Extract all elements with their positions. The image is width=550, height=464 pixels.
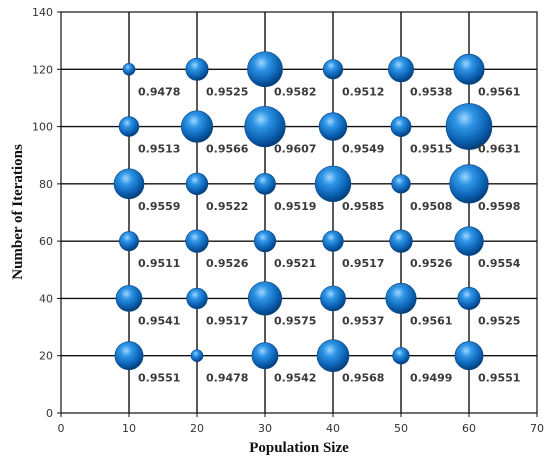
bubble-value-label: 0.9519 (274, 200, 316, 213)
bubble-value-label: 0.9508 (410, 200, 452, 213)
bubble-point (247, 281, 283, 316)
bubble-point (385, 282, 417, 314)
bubble-value-label: 0.9526 (410, 257, 453, 270)
bubble-value-label: 0.9561 (478, 85, 520, 98)
bubble-point (244, 105, 286, 148)
bubble-point (247, 51, 283, 88)
y-axis-ticks: 0 20 40 60 80 100 120 140 (32, 6, 61, 420)
bubble-value-label: 0.9549 (342, 143, 384, 156)
bubble-point (186, 287, 208, 310)
bubble-value-label: 0.9513 (138, 143, 180, 156)
x-tick-label: 10 (122, 422, 136, 435)
bubble-value-label: 0.9551 (478, 372, 520, 385)
bubbles (113, 51, 493, 373)
bubble-value-label: 0.9538 (410, 85, 452, 98)
y-tick-label: 120 (32, 63, 53, 76)
x-tick-label: 70 (530, 422, 544, 435)
bubble-value-label: 0.9582 (274, 85, 316, 98)
bubble-point (185, 229, 209, 253)
bubble-point (119, 231, 139, 252)
bubble-point (392, 347, 410, 365)
y-tick-label: 20 (39, 350, 53, 363)
bubble-point (122, 62, 136, 76)
bubble-value-label: 0.9585 (342, 200, 384, 213)
bubble-point (388, 56, 414, 83)
plot-frame (60, 11, 538, 414)
bubble-value-label: 0.9517 (342, 257, 384, 270)
bubble-point (453, 53, 485, 85)
bubble-value-label: 0.9499 (410, 372, 452, 385)
y-tick-label: 140 (32, 6, 53, 19)
bubble-point (185, 57, 209, 81)
bubble-point (254, 173, 276, 195)
bubble-point (251, 342, 279, 370)
bubble-value-label: 0.9542 (274, 372, 316, 385)
x-tick-label: 60 (462, 422, 476, 435)
bubble-point (457, 286, 481, 310)
bubble-point (454, 226, 484, 256)
bubble-point (316, 339, 350, 373)
bubble-value-label: 0.9521 (274, 257, 316, 270)
x-tick-label: 50 (394, 422, 408, 435)
bubble-value-label: 0.9517 (206, 314, 248, 327)
bubble-value-label: 0.9525 (478, 314, 520, 327)
x-tick-label: 30 (258, 422, 272, 435)
bubble-point (318, 112, 348, 141)
bubble-value-label: 0.9631 (478, 143, 520, 156)
bubble-value-label: 0.9554 (478, 257, 521, 270)
bubble-point (449, 164, 489, 204)
y-tick-label: 80 (39, 178, 53, 191)
y-tick-label: 0 (46, 407, 53, 420)
bubble-value-label: 0.9522 (206, 200, 248, 213)
bubble-point (389, 229, 413, 253)
bubble-value-label: 0.9598 (478, 200, 520, 213)
bubble-value-label: 0.9512 (342, 85, 384, 98)
y-tick-label: 40 (39, 292, 53, 305)
bubble-point (322, 230, 344, 252)
bubble-point (185, 172, 209, 196)
bubble-point (115, 285, 143, 312)
x-tick-label: 40 (326, 422, 340, 435)
bubble-value-label: 0.9575 (274, 314, 316, 327)
bubble-value-label: 0.9526 (206, 257, 249, 270)
bubble-value-label: 0.9511 (138, 257, 180, 270)
bubble-point (118, 116, 140, 137)
y-axis-title: Number of Iterations (10, 144, 26, 280)
bubble-point (391, 174, 411, 194)
bubble-value-label: 0.9525 (206, 85, 248, 98)
x-axis-ticks: 0 10 20 30 40 50 60 70 (58, 413, 544, 435)
bubble-value-label: 0.9478 (138, 85, 180, 98)
x-tick-label: 0 (58, 422, 65, 435)
bubble-value-label: 0.9541 (138, 314, 180, 327)
bubble-value-label: 0.9568 (342, 372, 384, 385)
bubble-value-label: 0.9515 (410, 143, 452, 156)
bubble-value-label: 0.9537 (342, 314, 384, 327)
y-tick-label: 60 (39, 235, 53, 248)
bubble-value-label: 0.9478 (206, 372, 248, 385)
bubble-point (322, 59, 344, 80)
bubble-value-label: 0.9559 (138, 200, 180, 213)
y-tick-label: 100 (32, 121, 53, 134)
bubble-point (253, 230, 277, 253)
x-axis-title: Population Size (249, 440, 349, 456)
bubble-value-label: 0.9561 (410, 314, 452, 327)
bubble-point (454, 341, 484, 371)
bubble-point (114, 341, 144, 371)
bubble-point (445, 103, 493, 150)
bubble-point (390, 116, 412, 137)
bubble-point (190, 349, 204, 363)
bubble-point (180, 110, 214, 143)
bubble-value-label: 0.9551 (138, 372, 180, 385)
bubble-value-label: 0.9566 (206, 143, 249, 156)
bubble-point (320, 285, 346, 312)
bubble-value-label: 0.9607 (274, 143, 316, 156)
value-labels: 0.9478 0.9525 0.9582 0.9512 0.9538 0.9561 0.95… (138, 85, 521, 384)
bubble-point (314, 165, 352, 203)
x-tick-label: 20 (190, 422, 204, 435)
bubble-point (113, 168, 145, 200)
